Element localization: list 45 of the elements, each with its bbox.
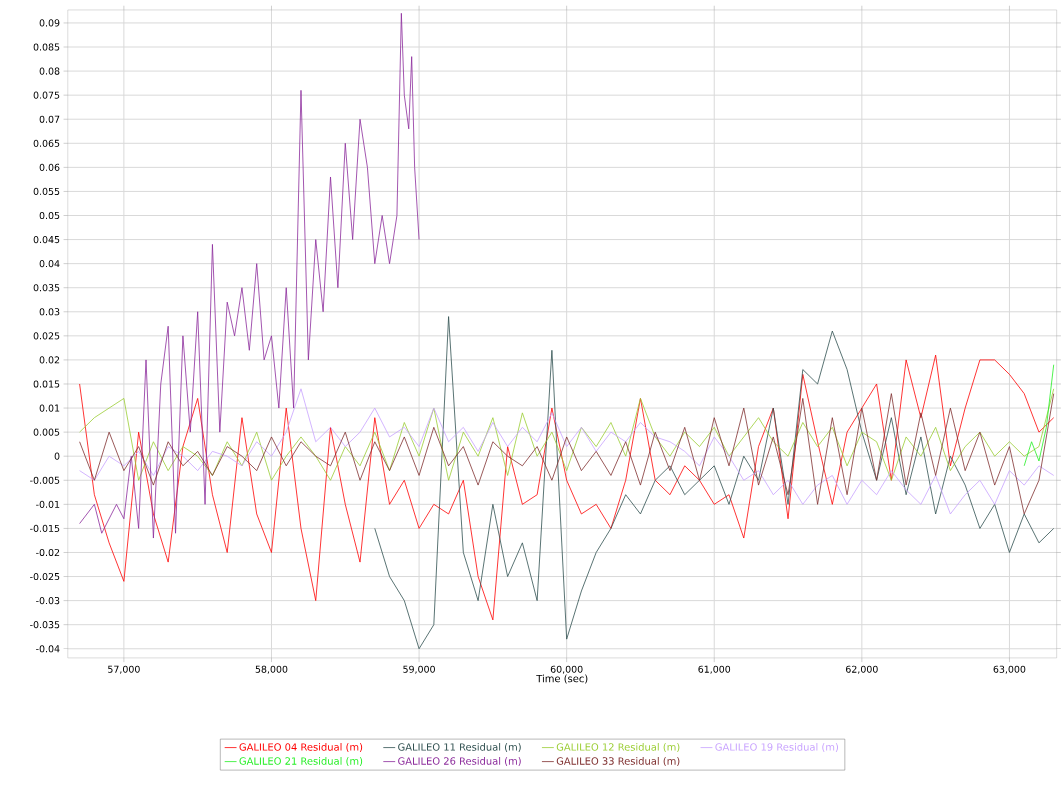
y-tick-label: 0.05	[39, 211, 60, 219]
y-tick-label: -0.02	[36, 548, 60, 556]
y-tick-label: 0.01	[39, 404, 60, 412]
y-tick-label: 0.055	[33, 187, 60, 195]
y-tick-label: -0.04	[36, 644, 60, 653]
y-tick-label: 0.035	[33, 283, 60, 292]
x-tick-label: 58,000	[255, 665, 288, 674]
y-tick-label: 0.065	[33, 139, 60, 147]
y-tick-label: 0	[54, 452, 60, 460]
y-tick-label: 0.03	[39, 307, 60, 316]
y-tick-label: 0.08	[39, 67, 60, 75]
y-tick-label: -0.015	[30, 524, 60, 532]
x-tick-label: 59,000	[403, 665, 435, 674]
y-tick-label: 0.025	[33, 332, 60, 340]
legend-label: GALILEO 33 Residual (m)	[556, 756, 680, 766]
x-axis-title: Time (sec)	[536, 674, 588, 684]
line-series	[79, 354, 1055, 621]
legend-label: GALILEO 26 Residual (m)	[398, 756, 521, 766]
y-tick-label: 0.005	[33, 428, 60, 436]
y-tick-label: -0.01	[36, 500, 60, 508]
y-tick-label: 0.06	[39, 163, 60, 171]
y-tick-label: -0.035	[30, 620, 60, 629]
y-tick-label: -0.005	[30, 476, 60, 484]
y-tick-label: 0.015	[33, 380, 60, 388]
x-tick-label: 63,000	[993, 665, 1026, 674]
y-tick-label: 0.085	[33, 43, 60, 51]
x-tick-label: 60,000	[550, 665, 583, 674]
y-tick-label: 0.045	[33, 235, 60, 243]
line-series	[79, 12, 420, 539]
legend-label: GALILEO 12 Residual (m)	[556, 742, 680, 752]
y-tick-label: 0.04	[39, 259, 60, 267]
y-tick-label: -0.025	[30, 572, 60, 580]
y-tick-label: 0.07	[39, 115, 60, 123]
legend-label: GALILEO 11 Residual (m)	[398, 742, 521, 752]
x-tick-label: 57,000	[108, 665, 140, 674]
line-series	[1023, 364, 1055, 466]
legend-label: GALILEO 04 Residual (m)	[239, 742, 363, 752]
y-tick-label: 0.09	[39, 19, 60, 27]
x-tick-label: 61,000	[698, 665, 731, 674]
x-tick-label: 62,000	[845, 665, 878, 674]
y-tick-label: 0.075	[33, 91, 60, 99]
legend-label: GALILEO 21 Residual (m)	[239, 756, 363, 766]
legend-label: GALILEO 19 Residual (m)	[715, 742, 838, 752]
y-tick-label: 0.02	[39, 356, 60, 364]
y-tick-label: -0.03	[36, 596, 60, 604]
